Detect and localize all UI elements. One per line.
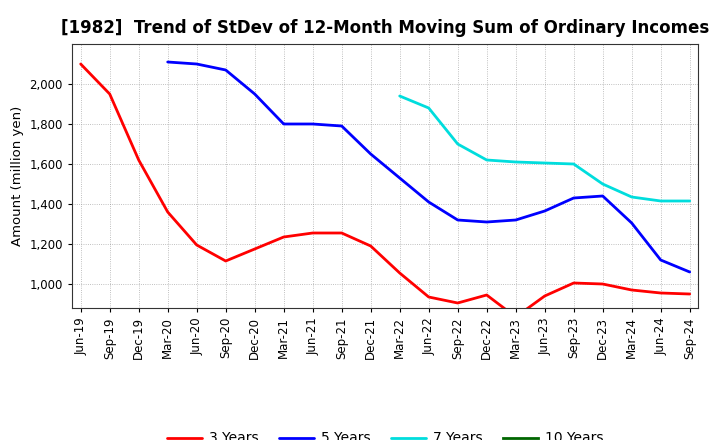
5 Years xyxy=(395,176,404,181)
Line: 5 Years: 5 Years xyxy=(168,62,690,272)
5 Years xyxy=(251,92,259,97)
5 Years xyxy=(424,199,433,205)
3 Years xyxy=(598,281,607,286)
5 Years xyxy=(163,59,172,65)
7 Years xyxy=(627,194,636,200)
3 Years xyxy=(366,243,375,249)
3 Years xyxy=(570,280,578,286)
Y-axis label: Amount (million yen): Amount (million yen) xyxy=(11,106,24,246)
3 Years xyxy=(627,287,636,293)
Legend: 3 Years, 5 Years, 7 Years, 10 Years: 3 Years, 5 Years, 7 Years, 10 Years xyxy=(161,426,609,440)
7 Years xyxy=(511,159,520,165)
7 Years xyxy=(541,160,549,165)
7 Years xyxy=(657,198,665,204)
3 Years xyxy=(424,294,433,300)
3 Years xyxy=(482,292,491,297)
5 Years xyxy=(366,151,375,157)
7 Years xyxy=(454,141,462,147)
3 Years xyxy=(685,291,694,297)
5 Years xyxy=(685,269,694,275)
5 Years xyxy=(570,195,578,201)
5 Years xyxy=(627,220,636,226)
3 Years xyxy=(135,158,143,163)
5 Years xyxy=(482,220,491,225)
3 Years xyxy=(511,314,520,319)
Title: [1982]  Trend of StDev of 12-Month Moving Sum of Ordinary Incomes: [1982] Trend of StDev of 12-Month Moving… xyxy=(61,19,709,37)
7 Years xyxy=(482,158,491,163)
3 Years xyxy=(395,270,404,275)
Line: 3 Years: 3 Years xyxy=(81,64,690,317)
5 Years xyxy=(338,123,346,128)
5 Years xyxy=(657,257,665,263)
3 Years xyxy=(541,293,549,299)
3 Years xyxy=(251,246,259,252)
5 Years xyxy=(308,121,317,127)
3 Years xyxy=(454,301,462,306)
5 Years xyxy=(541,209,549,214)
7 Years xyxy=(570,161,578,167)
3 Years xyxy=(192,242,201,248)
7 Years xyxy=(424,105,433,110)
3 Years xyxy=(657,290,665,296)
Line: 7 Years: 7 Years xyxy=(400,96,690,201)
7 Years xyxy=(598,181,607,187)
5 Years xyxy=(192,61,201,66)
5 Years xyxy=(598,193,607,198)
3 Years xyxy=(163,209,172,215)
7 Years xyxy=(395,93,404,99)
5 Years xyxy=(511,217,520,223)
5 Years xyxy=(221,67,230,73)
5 Years xyxy=(279,121,288,127)
7 Years xyxy=(685,198,694,204)
3 Years xyxy=(221,258,230,264)
3 Years xyxy=(76,61,85,66)
3 Years xyxy=(308,231,317,236)
3 Years xyxy=(279,235,288,240)
3 Years xyxy=(105,92,114,97)
5 Years xyxy=(454,217,462,223)
3 Years xyxy=(338,231,346,236)
